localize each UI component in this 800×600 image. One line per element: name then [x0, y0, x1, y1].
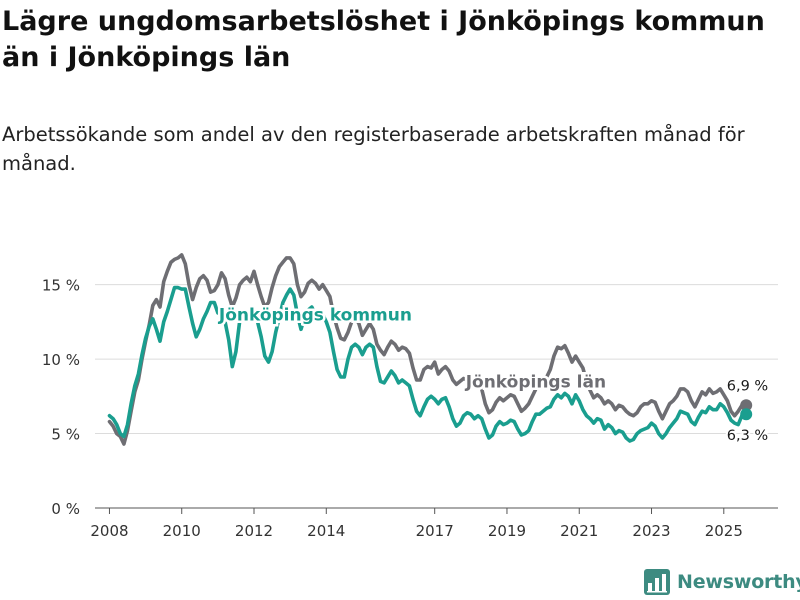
series-line-jonkopings-kommun [107, 285, 748, 443]
gridlines [95, 284, 778, 435]
series-line-jonkopings-lan [107, 253, 748, 446]
series-labels: 6,9 % 6,3 % Jönköpings kommun Jönköpings lä… [215, 303, 770, 446]
x-tick-label: 2021 [560, 522, 598, 540]
x-tick-label: 2017 [416, 522, 454, 540]
series-lines [107, 253, 753, 446]
newsworthy-logo: Newsworthy [644, 569, 800, 595]
x-tick-label: 2025 [705, 522, 743, 540]
y-tick-label: 15 % [42, 277, 80, 295]
x-tick-label: 2014 [307, 522, 345, 540]
x-tick-label: 2019 [488, 522, 526, 540]
end-point-jonkopings-kommun [740, 408, 753, 421]
x-tick-label: 2012 [235, 522, 273, 540]
series-annotation: Jönköpings län [465, 372, 606, 392]
y-tick-label: 5 % [51, 426, 80, 444]
end-point-jonkopings-lan [740, 399, 753, 412]
end-label-jonkopings-lan: 6,9 % [727, 378, 768, 394]
chart-title: Lägre ungdomsarbetslöshet i Jönköpings k… [2, 6, 765, 73]
end-label-jonkopings-kommun: 6,3 % [727, 428, 768, 444]
y-tick-label: 10 % [42, 351, 80, 369]
bar-chart-logo-icon [644, 569, 670, 595]
series-annotation: Jönköpings kommun [218, 305, 412, 325]
x-tick-label: 2023 [632, 522, 670, 540]
y-tick-label: 0 % [51, 500, 80, 518]
x-tick-label: 2010 [163, 522, 201, 540]
y-axis-ticks: 0 % 5 % 10 % 15 % [42, 277, 80, 518]
chart-subtitle: Arbetssökande som andel av den registerb… [2, 123, 745, 175]
brand-name: Newsworthy [677, 571, 800, 593]
x-tick-label: 2008 [90, 522, 128, 540]
x-axis: 2008 2010 2012 2014 2017 2019 2021 2023 2025 [90, 507, 778, 540]
